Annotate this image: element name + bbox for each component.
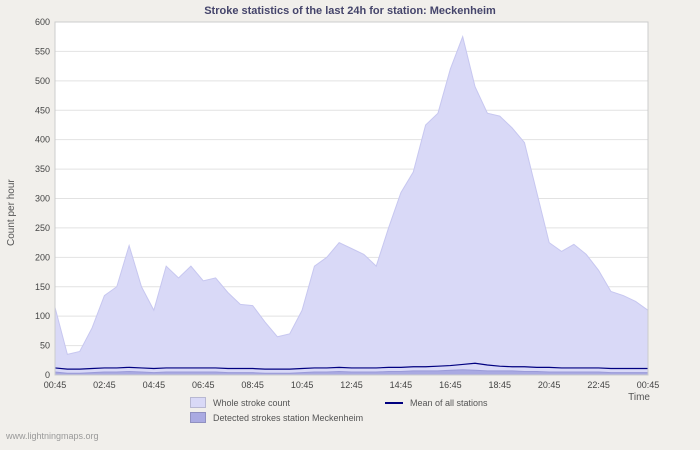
whole-stroke-count-swatch-icon	[190, 397, 206, 408]
legend-label: Mean of all stations	[410, 397, 488, 408]
svg-text:00:45: 00:45	[637, 380, 660, 390]
svg-text:100: 100	[35, 311, 50, 321]
svg-text:0: 0	[45, 370, 50, 380]
svg-text:08:45: 08:45	[241, 380, 264, 390]
svg-text:250: 250	[35, 223, 50, 233]
legend-item-whole-stroke-count: Whole stroke count	[190, 397, 385, 408]
mean-line-swatch-icon	[385, 401, 403, 404]
watermark: www.lightningmaps.org	[6, 431, 99, 441]
y-axis-label: Count per hour	[6, 179, 17, 246]
svg-text:18:45: 18:45	[488, 380, 511, 390]
svg-text:350: 350	[35, 164, 50, 174]
svg-text:22:45: 22:45	[587, 380, 610, 390]
svg-text:600: 600	[35, 17, 50, 27]
svg-text:06:45: 06:45	[192, 380, 215, 390]
x-axis-label: Time	[628, 392, 650, 403]
svg-text:500: 500	[35, 76, 50, 86]
svg-text:20:45: 20:45	[538, 380, 561, 390]
legend-item-mean-of-all-stations: Mean of all stations	[385, 397, 488, 408]
chart-legend: Whole stroke count Mean of all stations …	[190, 397, 488, 423]
svg-text:450: 450	[35, 105, 50, 115]
svg-text:10:45: 10:45	[291, 380, 314, 390]
svg-text:400: 400	[35, 135, 50, 145]
svg-text:04:45: 04:45	[143, 380, 166, 390]
legend-item-detected-strokes: Detected strokes station Meckenheim	[190, 412, 385, 423]
svg-text:50: 50	[40, 341, 50, 351]
svg-text:200: 200	[35, 252, 50, 262]
svg-text:12:45: 12:45	[340, 380, 363, 390]
svg-text:02:45: 02:45	[93, 380, 116, 390]
svg-text:150: 150	[35, 282, 50, 292]
detected-strokes-swatch-icon	[190, 412, 206, 423]
svg-text:16:45: 16:45	[439, 380, 462, 390]
svg-text:00:45: 00:45	[44, 380, 67, 390]
legend-label: Whole stroke count	[213, 397, 291, 408]
svg-text:300: 300	[35, 194, 50, 204]
legend-label: Detected strokes station Meckenheim	[213, 412, 364, 423]
chart-title: Stroke statistics of the last 24h for st…	[204, 5, 496, 17]
svg-text:550: 550	[35, 46, 50, 56]
svg-text:14:45: 14:45	[390, 380, 413, 390]
